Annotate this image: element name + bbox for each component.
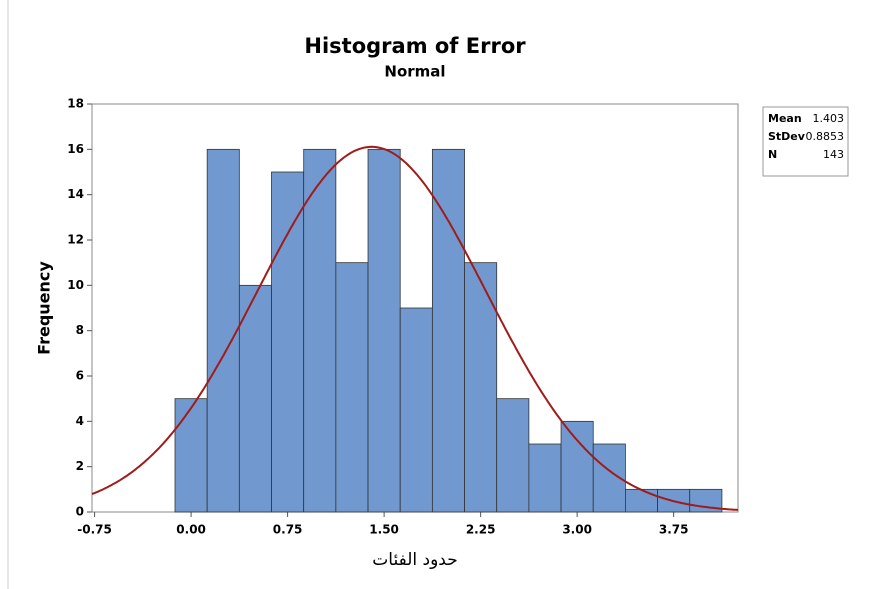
bar [528, 443, 562, 513]
y-tick-label: 18 [67, 97, 84, 111]
y-tick-label: 0 [76, 505, 84, 519]
stat-value: 1.403 [813, 112, 845, 125]
normal-fit-curve [91, 145, 739, 511]
bar [625, 488, 658, 513]
y-axis-label: Frequency [35, 261, 54, 355]
x-tick-label: 1.50 [369, 523, 399, 537]
x-tick-label: 0.75 [273, 523, 303, 537]
bar [206, 148, 240, 513]
x-tick-label: 3.00 [562, 523, 592, 537]
y-tick-label: 4 [76, 414, 84, 428]
stat-label: N [768, 148, 777, 161]
y-tick-label: 16 [67, 142, 84, 156]
bar [238, 284, 272, 513]
y-tick-label: 2 [76, 459, 84, 473]
chart-title: Histogram of Error [304, 34, 526, 58]
y-tick-label: 12 [67, 233, 84, 247]
y-tick-label: 10 [67, 278, 84, 292]
stat-value: 0.8853 [806, 130, 845, 143]
y-tick-label: 14 [67, 187, 84, 201]
bar [399, 307, 433, 513]
stats-box [762, 106, 849, 177]
bar [271, 171, 305, 513]
bar [431, 148, 465, 513]
y-tick-label: 8 [76, 323, 84, 337]
bar [367, 148, 401, 513]
bar [174, 398, 208, 513]
bar [303, 148, 337, 513]
stat-label: StDev [768, 130, 806, 143]
x-tick-label: 2.25 [466, 523, 496, 537]
x-axis-label: حدود الفئات [372, 550, 457, 570]
stat-value: 143 [823, 148, 844, 161]
x-tick-label: 3.75 [659, 523, 689, 537]
stat-label: Mean [768, 112, 802, 125]
y-tick-label: 6 [76, 369, 84, 383]
chart-subtitle: Normal [384, 63, 445, 81]
bar [464, 262, 498, 513]
x-tick-label: -0.75 [77, 523, 112, 537]
bar [560, 420, 594, 513]
bar [496, 398, 530, 513]
bar [335, 262, 369, 513]
x-tick-label: 0.00 [176, 523, 206, 537]
